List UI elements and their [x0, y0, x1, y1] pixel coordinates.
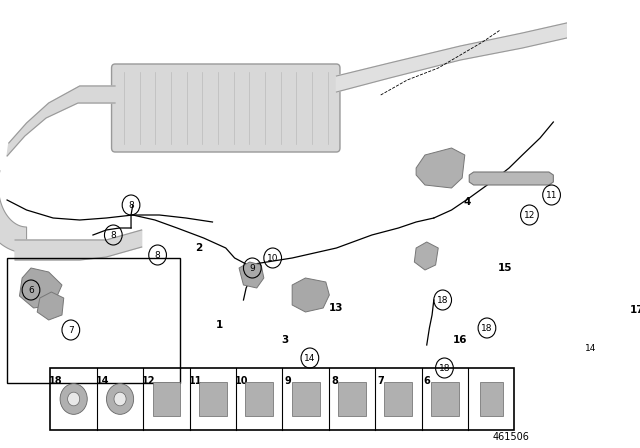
Text: 11: 11	[546, 190, 557, 199]
Polygon shape	[337, 23, 566, 92]
Text: 8: 8	[331, 376, 338, 386]
Text: 15: 15	[497, 263, 512, 273]
Text: 461506: 461506	[493, 432, 529, 442]
Text: 12: 12	[524, 211, 535, 220]
Text: 18: 18	[437, 296, 449, 305]
Polygon shape	[469, 172, 554, 185]
Bar	[152, 382, 180, 416]
Polygon shape	[0, 162, 27, 253]
Polygon shape	[37, 292, 64, 320]
Circle shape	[106, 383, 134, 414]
Text: 16: 16	[453, 335, 468, 345]
Bar	[431, 382, 459, 416]
Text: 11: 11	[188, 376, 202, 386]
Polygon shape	[414, 242, 438, 270]
FancyBboxPatch shape	[111, 64, 340, 152]
Text: 5: 5	[63, 393, 70, 403]
Text: 9: 9	[250, 263, 255, 272]
Text: 18: 18	[49, 376, 63, 386]
Text: 13: 13	[329, 303, 344, 313]
Bar	[385, 382, 412, 416]
Text: 14: 14	[585, 344, 596, 353]
Circle shape	[68, 392, 80, 406]
Text: 14: 14	[95, 376, 109, 386]
Text: 12: 12	[142, 376, 156, 386]
Bar	[338, 382, 366, 416]
Polygon shape	[239, 262, 264, 288]
Text: 8: 8	[111, 231, 116, 240]
Polygon shape	[7, 86, 115, 156]
Text: 1: 1	[216, 320, 223, 330]
Bar	[479, 382, 503, 416]
Circle shape	[60, 383, 87, 414]
Text: 10: 10	[267, 254, 278, 263]
Text: 18: 18	[481, 323, 493, 332]
Polygon shape	[416, 148, 465, 188]
Text: 9: 9	[285, 376, 291, 386]
Text: 7: 7	[68, 326, 74, 335]
Text: 14: 14	[304, 353, 316, 362]
Text: 17: 17	[630, 305, 640, 315]
Text: 8: 8	[128, 201, 134, 210]
Polygon shape	[19, 268, 62, 308]
Bar	[245, 382, 273, 416]
Text: 18: 18	[438, 363, 450, 372]
Text: 7: 7	[378, 376, 384, 386]
Text: 10: 10	[235, 376, 248, 386]
Text: 2: 2	[196, 243, 203, 253]
Text: 8: 8	[155, 250, 161, 259]
Text: 4: 4	[464, 197, 471, 207]
Circle shape	[114, 392, 126, 406]
Text: 3: 3	[282, 335, 289, 345]
Bar	[7, 258, 180, 383]
Polygon shape	[292, 278, 330, 312]
Bar	[51, 368, 515, 430]
Text: 6: 6	[424, 376, 431, 386]
Bar	[199, 382, 227, 416]
Polygon shape	[15, 230, 141, 260]
Bar	[292, 382, 319, 416]
Text: 6: 6	[28, 285, 34, 294]
